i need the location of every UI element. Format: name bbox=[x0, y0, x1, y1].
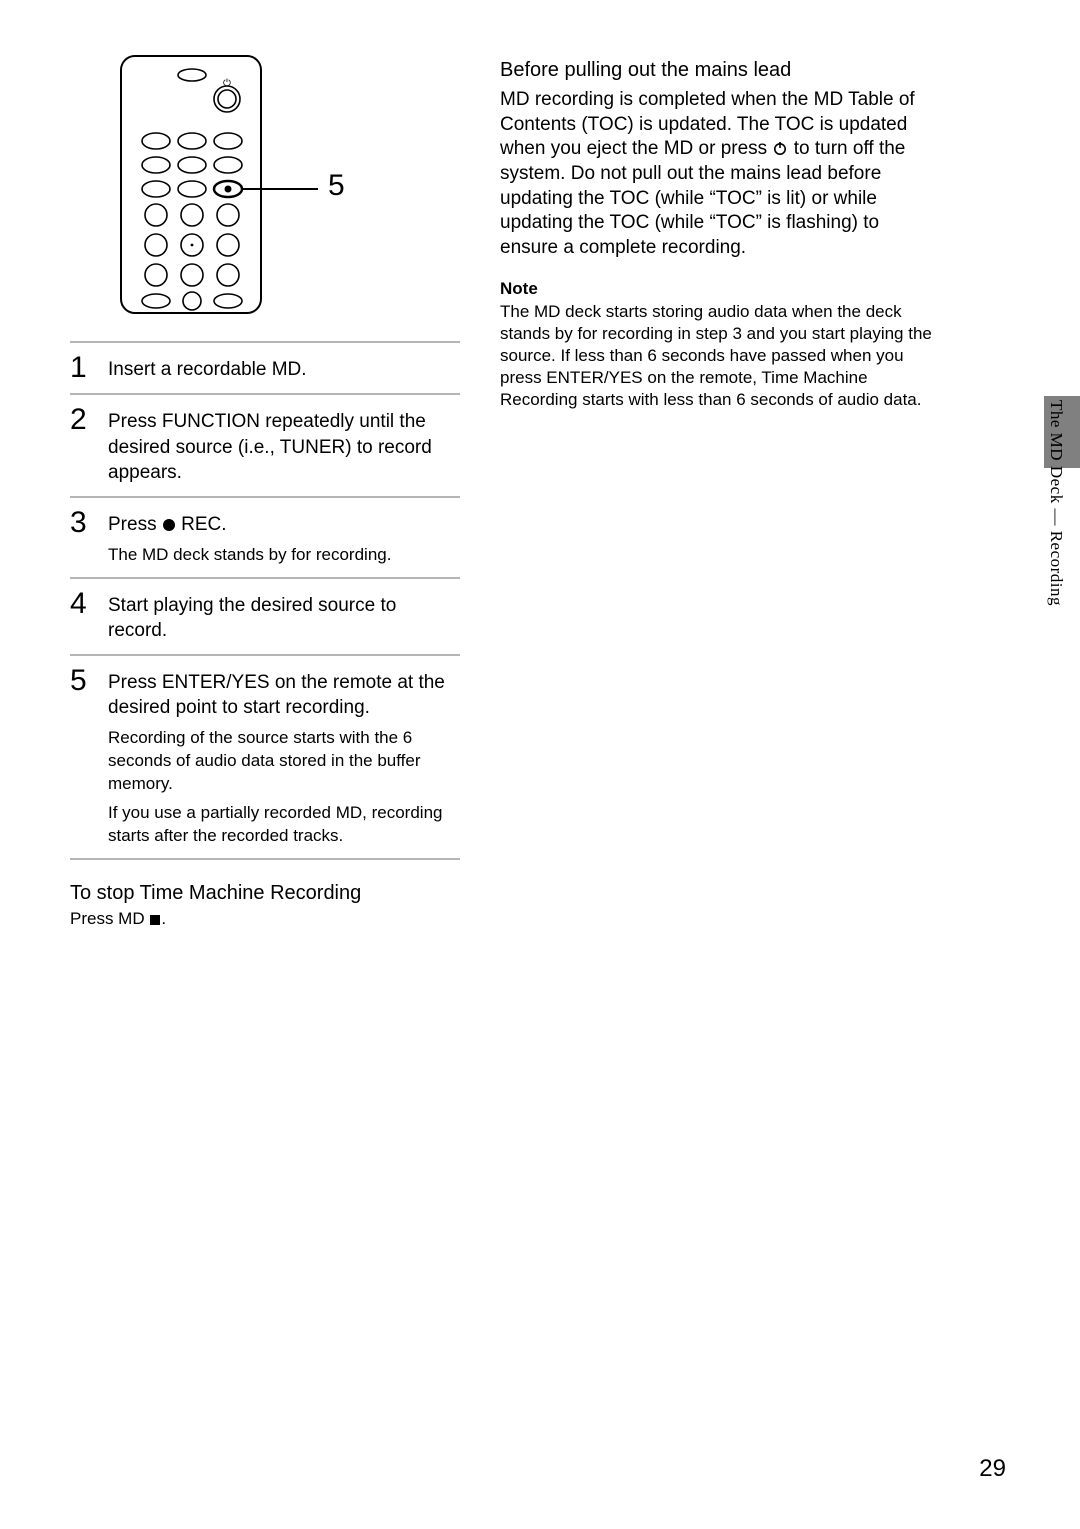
step-number: 2 bbox=[70, 403, 94, 486]
step-text: Press REC. bbox=[108, 512, 460, 538]
step-4: 4 Start playing the desired source to re… bbox=[70, 577, 460, 654]
callout-number: 5 bbox=[328, 169, 345, 203]
step-5: 5 Press ENTER/YES on the remote at the d… bbox=[70, 654, 460, 860]
note-heading: Note bbox=[500, 279, 940, 299]
two-column-layout: ⏻ bbox=[70, 55, 1010, 929]
step-3: 3 Press REC. The MD deck stands by for r… bbox=[70, 496, 460, 577]
stop-pre: Press MD bbox=[70, 909, 149, 928]
step3-pre: Press bbox=[108, 514, 162, 535]
note-body: The MD deck starts storing audio data wh… bbox=[500, 301, 940, 411]
remote-diagram: ⏻ bbox=[120, 55, 390, 315]
step-text: Insert a recordable MD. bbox=[108, 357, 460, 383]
step-text: Press ENTER/YES on the remote at the des… bbox=[108, 670, 460, 721]
step-subtext-2: If you use a partially recorded MD, reco… bbox=[108, 802, 460, 848]
page-number: 29 bbox=[979, 1455, 1006, 1483]
stop-square-icon bbox=[149, 914, 161, 926]
step-text: Start playing the desired source to reco… bbox=[108, 593, 460, 644]
side-label: The MD Deck — Recording bbox=[1046, 400, 1066, 606]
step-2: 2 Press FUNCTION repeatedly until the de… bbox=[70, 393, 460, 496]
step-number: 5 bbox=[70, 664, 94, 848]
step-subtext: The MD deck stands by for recording. bbox=[108, 544, 460, 567]
steps-list: 1 Insert a recordable MD. 2 Press FUNCTI… bbox=[70, 341, 460, 860]
step3-post: REC. bbox=[176, 514, 227, 535]
step-subtext-1: Recording of the source starts with the … bbox=[108, 727, 460, 796]
left-column: ⏻ bbox=[70, 55, 460, 929]
svg-text:⏻: ⏻ bbox=[223, 78, 231, 89]
right-column: Before pulling out the mains lead MD rec… bbox=[500, 55, 940, 929]
record-dot-icon bbox=[162, 518, 176, 532]
step-1: 1 Insert a recordable MD. bbox=[70, 341, 460, 393]
step-number: 4 bbox=[70, 587, 94, 644]
power-icon bbox=[772, 140, 788, 156]
remote-svg: ⏻ bbox=[120, 55, 320, 315]
step-number: 1 bbox=[70, 351, 94, 383]
before-body: MD recording is completed when the MD Ta… bbox=[500, 88, 940, 261]
manual-page: ⏻ bbox=[0, 0, 1080, 1529]
stop-post: . bbox=[161, 909, 166, 928]
stop-heading: To stop Time Machine Recording bbox=[70, 882, 460, 905]
step-text: Press FUNCTION repeatedly until the desi… bbox=[108, 409, 460, 486]
step-number: 3 bbox=[70, 506, 94, 567]
before-heading: Before pulling out the mains lead bbox=[500, 59, 940, 82]
stop-body: Press MD . bbox=[70, 909, 460, 929]
